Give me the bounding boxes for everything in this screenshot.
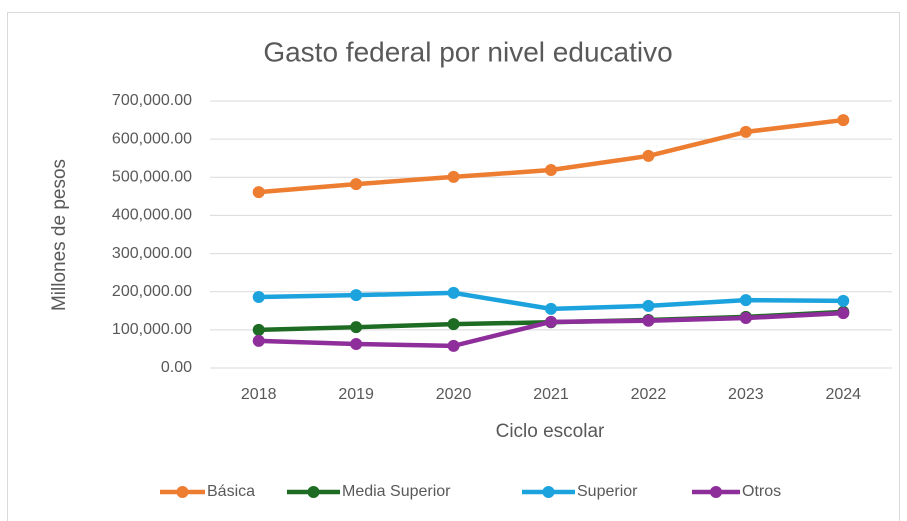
x-tick-label: 2019	[338, 386, 374, 403]
legend-label: Superior	[577, 483, 638, 500]
series-marker	[350, 178, 363, 191]
x-tick-label: 2022	[631, 386, 667, 403]
legend-label: Otros	[742, 483, 781, 500]
y-axis-title: Millones de pesos	[49, 159, 70, 311]
legend-marker	[307, 486, 320, 498]
series-marker	[642, 299, 655, 312]
series-marker	[252, 186, 265, 199]
series-marker	[252, 291, 265, 304]
legend-marker	[176, 486, 189, 498]
legend-marker	[542, 486, 555, 498]
series-marker	[350, 337, 363, 350]
series-marker	[447, 170, 460, 183]
series-marker	[739, 294, 752, 307]
y-tick-label: 500,000.00	[112, 169, 192, 186]
y-tick-label: 600,000.00	[112, 130, 192, 147]
series-marker	[447, 339, 460, 352]
x-tick-label: 2018	[241, 386, 277, 403]
x-tick-label: 2023	[728, 386, 764, 403]
y-tick-label: 0.00	[161, 359, 192, 376]
series-marker	[252, 323, 265, 336]
series-marker	[739, 125, 752, 138]
x-tick-label: 2021	[533, 386, 569, 403]
series-marker	[837, 294, 850, 307]
x-axis-title: Ciclo escolar	[496, 421, 605, 442]
series-marker	[545, 302, 557, 315]
series-marker	[642, 149, 655, 162]
series-marker	[739, 312, 752, 325]
y-tick-label: 400,000.00	[112, 207, 192, 224]
y-tick-label: 300,000.00	[112, 245, 192, 262]
series-marker	[350, 289, 363, 302]
legend-marker	[710, 486, 722, 498]
series-marker	[837, 307, 850, 320]
legend-label: Básica	[207, 483, 255, 500]
series-marker	[350, 321, 363, 334]
series-marker	[252, 334, 265, 347]
series-marker	[447, 286, 460, 299]
series-marker	[545, 315, 557, 328]
series-marker	[545, 164, 557, 177]
series-marker	[837, 114, 850, 127]
x-tick-label: 2024	[825, 386, 861, 403]
x-tick-label: 2020	[436, 386, 472, 403]
chart-title: Gasto federal por nivel educativo	[263, 36, 672, 67]
y-tick-label: 100,000.00	[112, 321, 192, 338]
y-tick-label: 700,000.00	[112, 92, 192, 109]
y-tick-label: 200,000.00	[112, 283, 192, 300]
series-marker	[642, 314, 655, 327]
series-marker	[447, 318, 460, 331]
chart-frame	[7, 12, 900, 521]
legend-label: Media Superior	[342, 483, 451, 500]
